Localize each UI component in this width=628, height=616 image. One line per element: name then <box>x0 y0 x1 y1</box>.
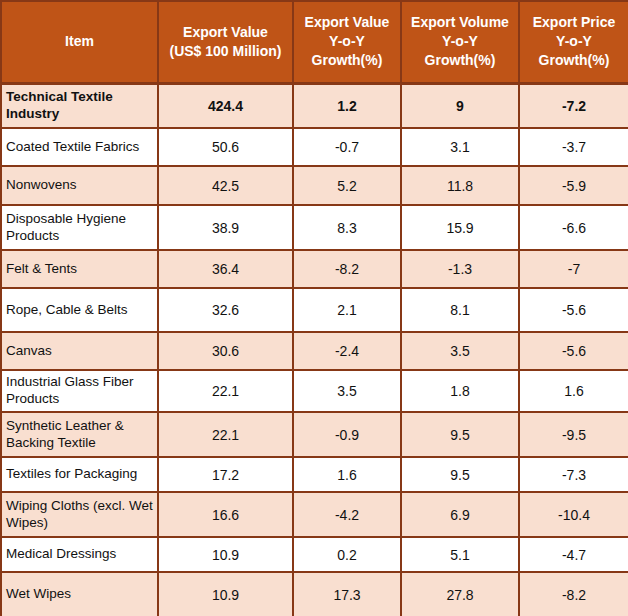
col-header-item: Item <box>1 1 158 83</box>
value-growth-cell: 1.2 <box>293 83 401 128</box>
item-cell: Textiles for Packaging <box>1 457 158 492</box>
export-value-cell: 50.6 <box>158 128 293 166</box>
item-cell: Rope, Cable & Belts <box>1 288 158 332</box>
value-growth-cell: 1.6 <box>293 457 401 492</box>
value-growth-cell: -8.2 <box>293 250 401 288</box>
export-value-cell: 10.9 <box>158 537 293 572</box>
table-row: Synthetic Leather & Backing Textile22.1-… <box>1 412 628 457</box>
item-cell: Wiping Cloths (excl. Wet Wipes) <box>1 492 158 537</box>
item-cell: Nonwovens <box>1 166 158 205</box>
value-growth-cell: -2.4 <box>293 332 401 370</box>
volume-growth-cell: 3.5 <box>401 332 519 370</box>
price-growth-cell: -7 <box>519 250 628 288</box>
value-growth-cell: 0.2 <box>293 537 401 572</box>
price-growth-cell: -5.6 <box>519 288 628 332</box>
export-value-cell: 16.6 <box>158 492 293 537</box>
volume-growth-cell: 9 <box>401 83 519 128</box>
volume-growth-cell: 5.1 <box>401 537 519 572</box>
volume-growth-cell: 1.8 <box>401 370 519 412</box>
item-cell: Felt & Tents <box>1 250 158 288</box>
volume-growth-cell: 9.5 <box>401 412 519 457</box>
item-cell: Coated Textile Fabrics <box>1 128 158 166</box>
table-row: Nonwovens42.55.211.8-5.9 <box>1 166 628 205</box>
col-header-value-growth: Export Value Y-o-Y Growth(%) <box>293 1 401 83</box>
table-row: Wiping Cloths (excl. Wet Wipes)16.6-4.26… <box>1 492 628 537</box>
price-growth-cell: -6.6 <box>519 205 628 250</box>
table-row: Textiles for Packaging17.21.69.5-7.3 <box>1 457 628 492</box>
export-value-cell: 17.2 <box>158 457 293 492</box>
price-growth-cell: -7.2 <box>519 83 628 128</box>
volume-growth-cell: 15.9 <box>401 205 519 250</box>
export-value-cell: 42.5 <box>158 166 293 205</box>
volume-growth-cell: 3.1 <box>401 128 519 166</box>
table-row: Felt & Tents36.4-8.2-1.3-7 <box>1 250 628 288</box>
col-header-volume-growth: Export Volume Y-o-Y Growth(%) <box>401 1 519 83</box>
volume-growth-cell: -1.3 <box>401 250 519 288</box>
volume-growth-cell: 27.8 <box>401 572 519 616</box>
item-cell: Medical Dressings <box>1 537 158 572</box>
col-header-export-value: Export Value (US$ 100 Million) <box>158 1 293 83</box>
price-growth-cell: 1.6 <box>519 370 628 412</box>
export-value-cell: 30.6 <box>158 332 293 370</box>
table-row: Disposable Hygiene Products38.98.315.9-6… <box>1 205 628 250</box>
item-cell: Technical Textile Industry <box>1 83 158 128</box>
price-growth-cell: -7.3 <box>519 457 628 492</box>
value-growth-cell: 2.1 <box>293 288 401 332</box>
item-cell: Canvas <box>1 332 158 370</box>
value-growth-cell: -4.2 <box>293 492 401 537</box>
item-cell: Disposable Hygiene Products <box>1 205 158 250</box>
export-value-cell: 10.9 <box>158 572 293 616</box>
col-header-price-growth: Export Price Y-o-Y Growth(%) <box>519 1 628 83</box>
price-growth-cell: -5.6 <box>519 332 628 370</box>
price-growth-cell: -9.5 <box>519 412 628 457</box>
value-growth-cell: 5.2 <box>293 166 401 205</box>
value-growth-cell: 8.3 <box>293 205 401 250</box>
export-value-cell: 424.4 <box>158 83 293 128</box>
export-value-cell: 32.6 <box>158 288 293 332</box>
table-row: Rope, Cable & Belts32.62.18.1-5.6 <box>1 288 628 332</box>
header-row: Item Export Value (US$ 100 Million) Expo… <box>1 1 628 83</box>
table-row: Wet Wipes10.917.327.8-8.2 <box>1 572 628 616</box>
price-growth-cell: -5.9 <box>519 166 628 205</box>
volume-growth-cell: 6.9 <box>401 492 519 537</box>
price-growth-cell: -10.4 <box>519 492 628 537</box>
value-growth-cell: 17.3 <box>293 572 401 616</box>
volume-growth-cell: 9.5 <box>401 457 519 492</box>
table-row: Industrial Glass Fiber Products22.13.51.… <box>1 370 628 412</box>
export-value-cell: 36.4 <box>158 250 293 288</box>
value-growth-cell: -0.7 <box>293 128 401 166</box>
item-cell: Industrial Glass Fiber Products <box>1 370 158 412</box>
table-row: Coated Textile Fabrics50.6-0.73.1-3.7 <box>1 128 628 166</box>
item-cell: Wet Wipes <box>1 572 158 616</box>
table-row: Technical Textile Industry424.41.29-7.2 <box>1 83 628 128</box>
price-growth-cell: -4.7 <box>519 537 628 572</box>
export-value-cell: 22.1 <box>158 370 293 412</box>
table-row: Canvas30.6-2.43.5-5.6 <box>1 332 628 370</box>
volume-growth-cell: 8.1 <box>401 288 519 332</box>
item-cell: Synthetic Leather & Backing Textile <box>1 412 158 457</box>
export-value-cell: 38.9 <box>158 205 293 250</box>
value-growth-cell: 3.5 <box>293 370 401 412</box>
price-growth-cell: -8.2 <box>519 572 628 616</box>
table-row: Medical Dressings10.90.25.1-4.7 <box>1 537 628 572</box>
technical-textile-export-table: Item Export Value (US$ 100 Million) Expo… <box>0 0 628 616</box>
price-growth-cell: -3.7 <box>519 128 628 166</box>
volume-growth-cell: 11.8 <box>401 166 519 205</box>
value-growth-cell: -0.9 <box>293 412 401 457</box>
export-value-cell: 22.1 <box>158 412 293 457</box>
